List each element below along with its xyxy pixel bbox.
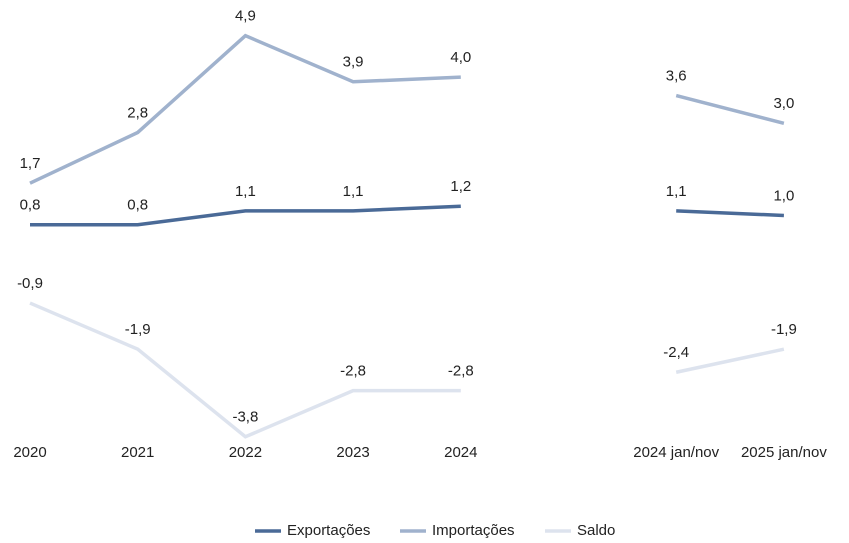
x-tick-label: 2022 (229, 444, 262, 461)
line (30, 204, 461, 227)
data-label: 1,1 (343, 183, 364, 200)
data-label: -2,8 (448, 363, 474, 380)
line (675, 347, 785, 374)
legend-label: Importações (432, 522, 515, 539)
data-label: -2,4 (663, 344, 689, 361)
x-tick-label: 2021 (121, 444, 154, 461)
data-label: 4,9 (235, 8, 256, 25)
data-label: 1,1 (666, 183, 687, 200)
line (29, 33, 461, 185)
data-label: -1,9 (771, 321, 797, 338)
data-label: 3,0 (773, 95, 794, 112)
data-label: 1,1 (235, 183, 256, 200)
data-label: 2,8 (127, 104, 148, 121)
data-label: 4,0 (450, 49, 471, 66)
data-label: -2,8 (340, 363, 366, 380)
legend-label: Saldo (577, 522, 615, 539)
data-label: 3,6 (666, 68, 687, 85)
legend-label: Exportações (287, 522, 370, 539)
data-label: -1,9 (125, 321, 151, 338)
line (675, 93, 785, 125)
data-label: 0,8 (127, 197, 148, 214)
x-tick-label: 2025 jan/nov (741, 444, 827, 461)
x-tick-label: 2020 (13, 444, 46, 461)
x-tick-label: 2024 jan/nov (633, 444, 719, 461)
data-label: 1,2 (450, 178, 471, 195)
data-label: 3,9 (343, 54, 364, 71)
data-label: 1,0 (773, 187, 794, 204)
line (676, 209, 784, 218)
data-label: 0,8 (20, 197, 41, 214)
data-label: -3,8 (232, 409, 258, 426)
x-tick-label: 2023 (336, 444, 369, 461)
x-tick-label: 2024 (444, 444, 477, 461)
data-label: 1,7 (20, 155, 41, 172)
line (29, 301, 461, 439)
data-label: -0,9 (17, 275, 43, 292)
